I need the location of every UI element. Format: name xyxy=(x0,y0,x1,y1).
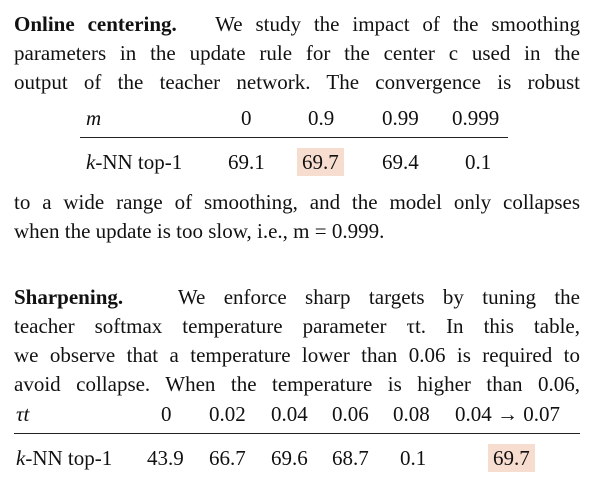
table-rule xyxy=(80,137,508,138)
table-value-cell: 0.1 xyxy=(465,150,492,174)
online-line-4: to a wide range of smoothing, and the mo… xyxy=(14,190,580,214)
sharpening-line-1-text: We enforce sharp targets by tuning the xyxy=(177,285,580,309)
table-header-cell: 0.04 xyxy=(271,402,308,426)
table-value-cell: 69.4 xyxy=(382,150,419,174)
table-value-cell: 66.7 xyxy=(209,446,246,470)
table-row-label: k-NN top-1 xyxy=(86,150,183,174)
sharpening-line-4: avoid collapse. When the temperature is … xyxy=(14,372,580,396)
online-line-3: output of the teacher network. The conve… xyxy=(14,70,580,94)
table-header-cell: 0.06 xyxy=(332,402,369,426)
table-rule xyxy=(14,433,580,434)
table-header-cell: 0.99 xyxy=(382,106,419,130)
sharpening-line-2: teacher softmax temperature parameter τt… xyxy=(14,314,580,338)
online-line-1-text: We study the impact of the smoothing xyxy=(215,12,581,36)
table-header-label: m xyxy=(86,106,102,130)
sharpening-line-3: we observe that a temperature lower than… xyxy=(14,343,580,367)
table-row-label: k-NN top-1 xyxy=(16,446,113,470)
table-value-cell: 43.9 xyxy=(147,446,184,470)
table-value-cell: 68.7 xyxy=(332,446,369,470)
online-line-1: Online centering. We study the impact of… xyxy=(14,10,580,38)
online-centering-heading: Online centering. xyxy=(14,12,177,36)
table-value-cell: 69.1 xyxy=(228,150,265,174)
table-header-cell: 0.08 xyxy=(393,402,430,426)
table-header-label: τt xyxy=(16,402,30,426)
table-value-cell-highlighted: 69.7 xyxy=(488,444,535,472)
table-header-cell: 0.9 xyxy=(308,106,335,130)
table-header-cell: 0.02 xyxy=(209,402,246,426)
sharpening-line-1: Sharpening. We enforce sharp targets by … xyxy=(14,283,580,311)
table-header-cell: 0 xyxy=(161,402,172,426)
table-value-cell: 0.1 xyxy=(400,446,427,470)
table-header-cell: 0.04 → 0.07 xyxy=(455,402,560,426)
table-value-cell-highlighted: 69.7 xyxy=(297,148,344,176)
table-header-cell: 0.999 xyxy=(452,106,500,130)
online-line-5: when the update is too slow, i.e., m = 0… xyxy=(14,219,385,243)
table-header-cell: 0 xyxy=(241,106,252,130)
table-value-cell: 69.6 xyxy=(271,446,308,470)
sharpening-heading: Sharpening. xyxy=(14,285,124,309)
online-line-2: parameters in the update rule for the ce… xyxy=(14,41,580,65)
